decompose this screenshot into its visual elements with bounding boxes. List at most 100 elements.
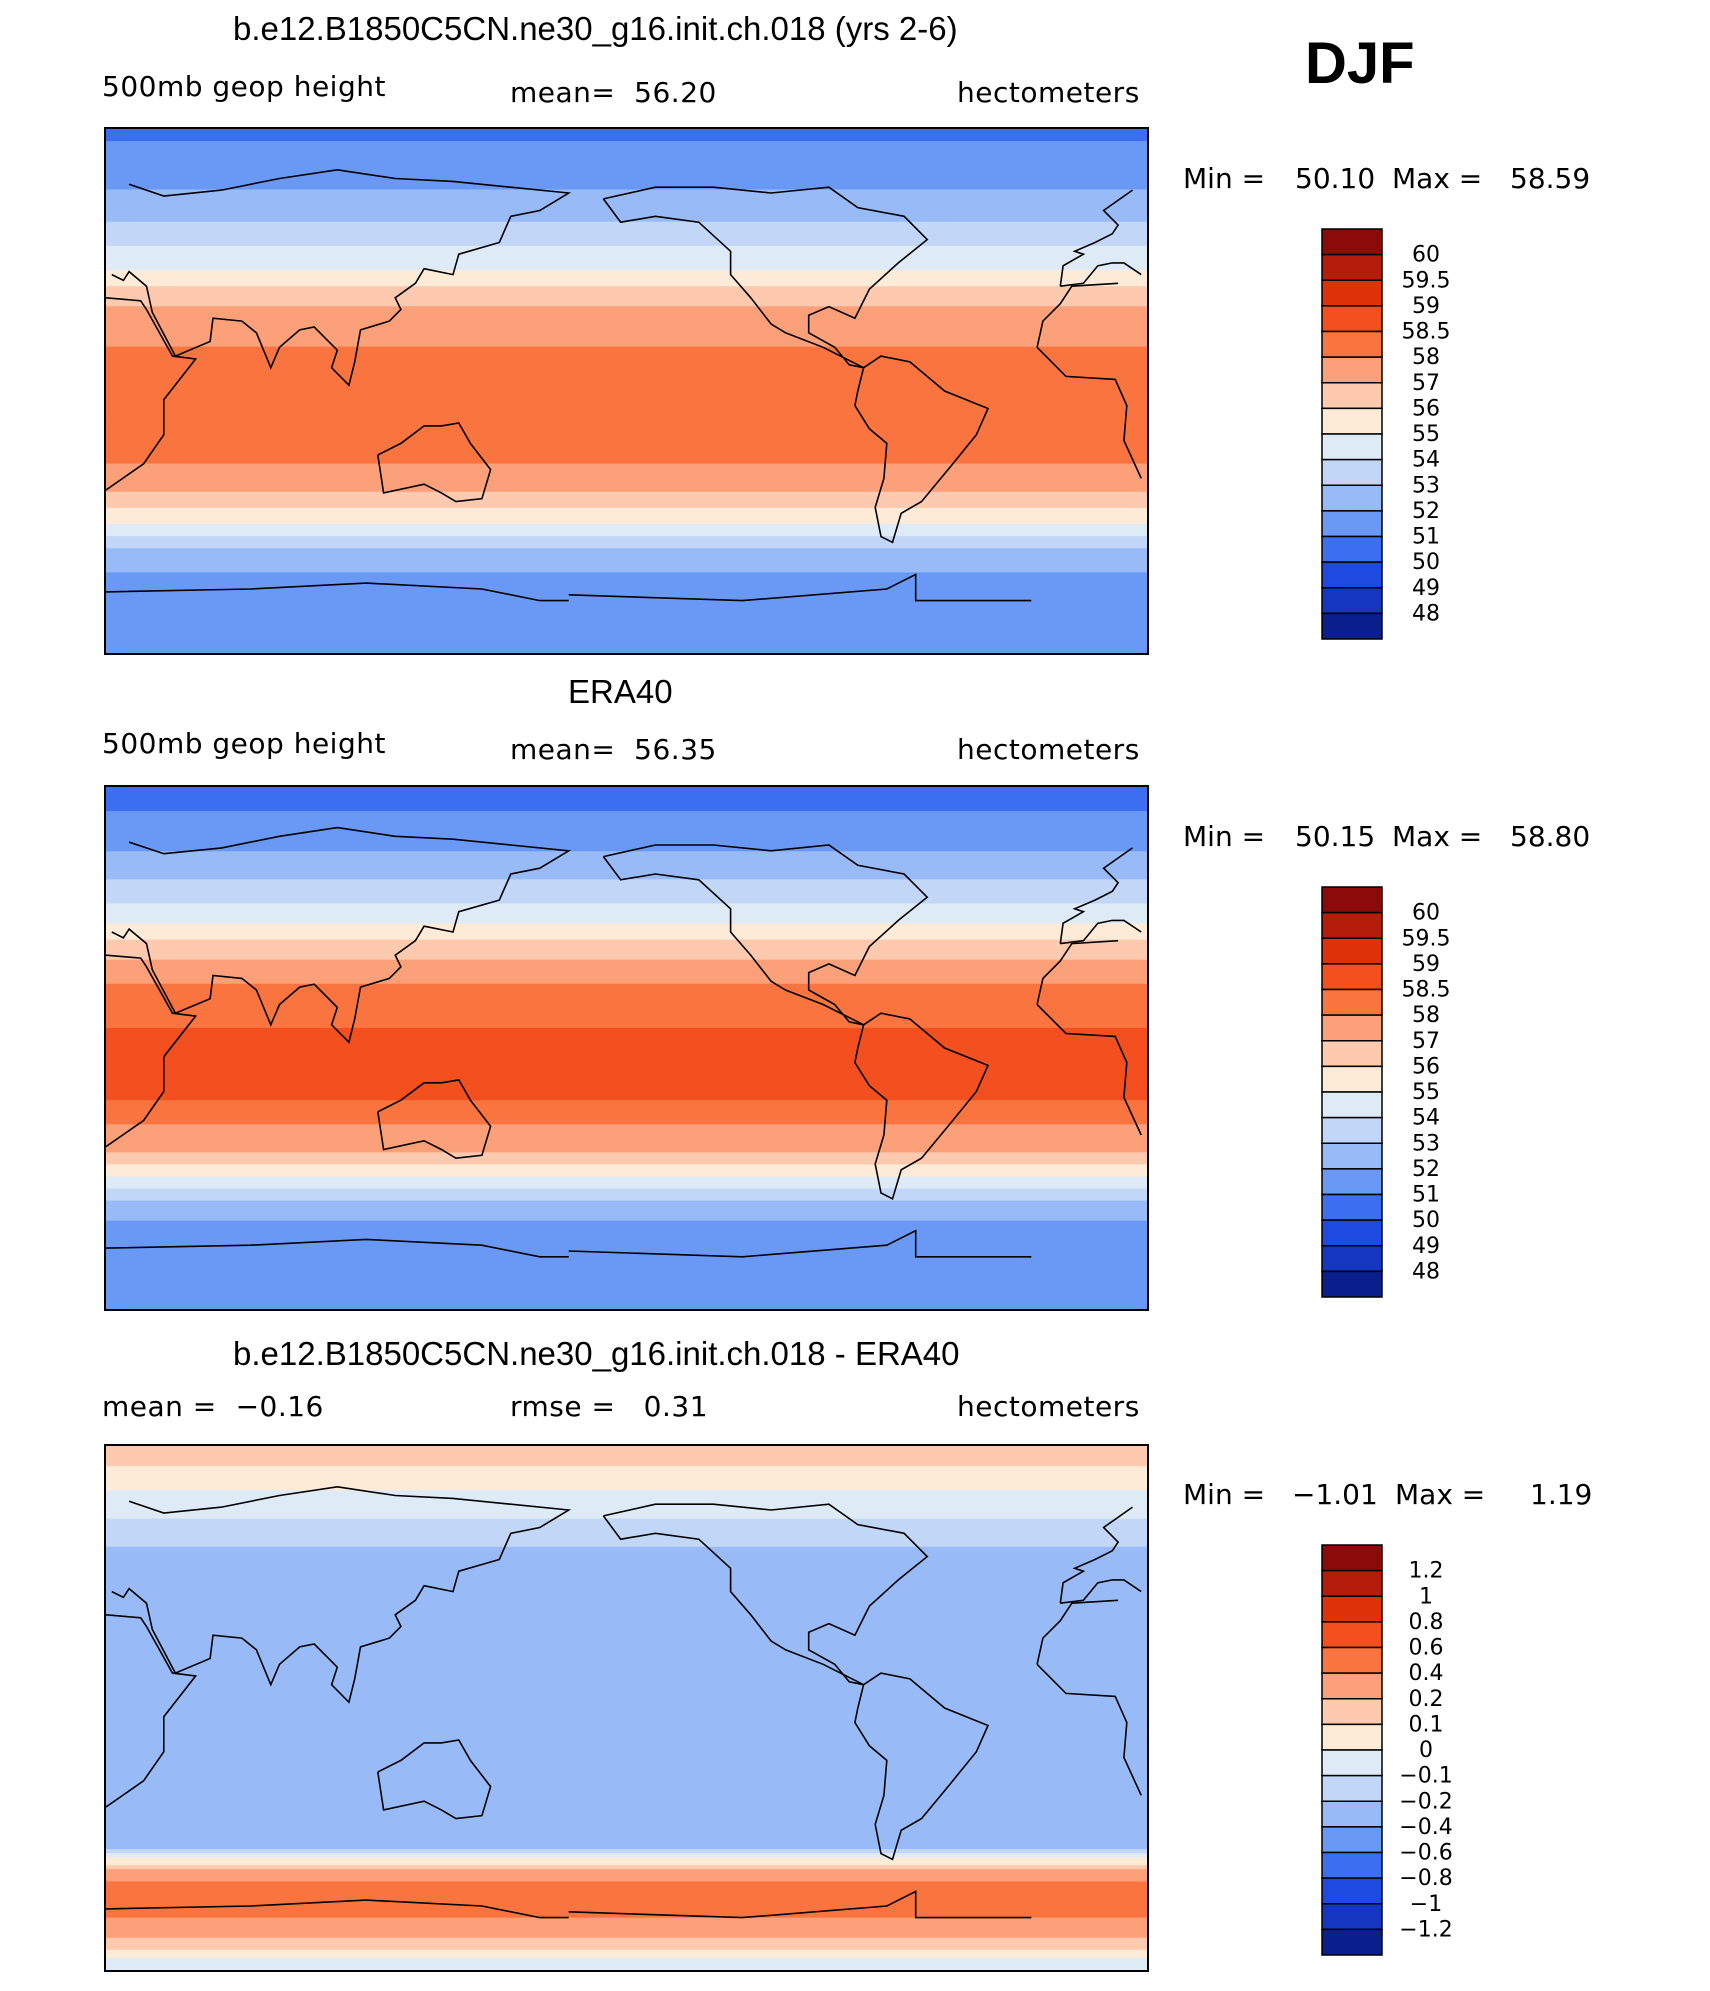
field-band [106, 839, 1147, 845]
field-band [106, 306, 1147, 312]
field-band [106, 1724, 1147, 1730]
field-band [106, 209, 1147, 215]
field-band [106, 1280, 1147, 1286]
field-band [106, 871, 1147, 877]
field-band [106, 1683, 1147, 1689]
field-band [106, 503, 1147, 509]
field-band [106, 1897, 1147, 1903]
colorbar-box [1321, 1014, 1383, 1042]
field-band [106, 197, 1147, 203]
coastline [1036, 1003, 1142, 1136]
colorbar-box [1321, 963, 1383, 991]
panel-2-max-label: Max = [1392, 820, 1483, 853]
field-band [106, 1482, 1147, 1488]
colorbar-tick-label: 59 [1412, 294, 1440, 319]
colorbar-tick-label: 51 [1412, 1183, 1440, 1208]
colorbar-box [1321, 1723, 1383, 1751]
field-band [106, 318, 1147, 324]
field-band [106, 1764, 1147, 1770]
field-band [106, 1631, 1147, 1637]
colorbar-tick-label: 55 [1412, 422, 1440, 447]
panel-2-title: ERA40 [568, 673, 673, 710]
field-band [106, 431, 1147, 437]
field-band [106, 1023, 1147, 1029]
colorbar-box [1321, 1749, 1383, 1777]
field-band [106, 278, 1147, 284]
field-band [106, 843, 1147, 849]
field-band [106, 1687, 1147, 1693]
panel-1-left-label: 500mb geop height [102, 70, 386, 103]
field-band [106, 1566, 1147, 1572]
field-band [106, 1957, 1147, 1963]
panel-1-min-value: 50.10 [1295, 162, 1376, 195]
field-band [106, 459, 1147, 465]
field-band [106, 947, 1147, 953]
coastline [1059, 189, 1133, 287]
field-band [106, 507, 1147, 513]
field-band [106, 1623, 1147, 1629]
field-band [106, 1152, 1147, 1158]
coastline [1059, 847, 1133, 944]
field-band [106, 1768, 1147, 1774]
field-band [106, 1450, 1147, 1456]
field-band [106, 1454, 1147, 1460]
field-band [106, 233, 1147, 239]
field-band [106, 1284, 1147, 1290]
field-band [106, 1514, 1147, 1520]
field-band [106, 1168, 1147, 1174]
colorbar-tick-label: −0.8 [1399, 1866, 1452, 1891]
field-band [106, 1937, 1147, 1943]
field-band [106, 1671, 1147, 1677]
coastline [377, 422, 492, 503]
field-band [106, 1164, 1147, 1170]
field-band [106, 322, 1147, 328]
field-band [106, 1039, 1147, 1045]
field-band [106, 1905, 1147, 1911]
field-band [106, 1881, 1147, 1887]
field-band [106, 302, 1147, 308]
field-band [106, 1800, 1147, 1806]
colorbar-tick-label: 58.5 [1402, 320, 1451, 345]
field-band [106, 262, 1147, 268]
field-band [106, 1228, 1147, 1234]
field-band [106, 1502, 1147, 1508]
field-band [106, 350, 1147, 356]
colorbar-tick-label: 60 [1412, 901, 1440, 926]
field-band [106, 1869, 1147, 1875]
colorbar-box [1321, 1065, 1383, 1093]
field-band [106, 1695, 1147, 1701]
coastline [111, 1485, 572, 1704]
colorbar-tick-label: 58 [1412, 1003, 1440, 1028]
field-band [106, 1603, 1147, 1609]
field-band [106, 1296, 1147, 1302]
colorbar-box [1321, 886, 1383, 914]
field-band [106, 1048, 1147, 1054]
field-band [106, 133, 1147, 139]
field-band [106, 419, 1147, 425]
field-band [106, 153, 1147, 159]
field-band [106, 157, 1147, 163]
field-band [106, 362, 1147, 368]
field-band [106, 1667, 1147, 1673]
field-band [106, 1011, 1147, 1017]
field-band [106, 1691, 1147, 1697]
coastline [106, 582, 569, 602]
field-band [106, 803, 1147, 809]
field-band [106, 1550, 1147, 1556]
colorbar-tick-label: 49 [1412, 1234, 1440, 1259]
colorbar-box [1321, 484, 1383, 512]
field-band [106, 1643, 1147, 1649]
field-band [106, 1212, 1147, 1218]
panel-1-min-label: Min = [1183, 162, 1266, 195]
field-band [106, 1124, 1147, 1130]
colorbar-box [1321, 279, 1383, 307]
field-band [106, 1196, 1147, 1202]
field-band [106, 451, 1147, 457]
field-band [106, 1853, 1147, 1859]
field-band [106, 1088, 1147, 1094]
coastline [568, 1890, 1032, 1919]
panel-2-left-label: 500mb geop height [102, 727, 386, 760]
field-band [106, 382, 1147, 388]
colorbar-tick-label: 54 [1412, 448, 1440, 473]
